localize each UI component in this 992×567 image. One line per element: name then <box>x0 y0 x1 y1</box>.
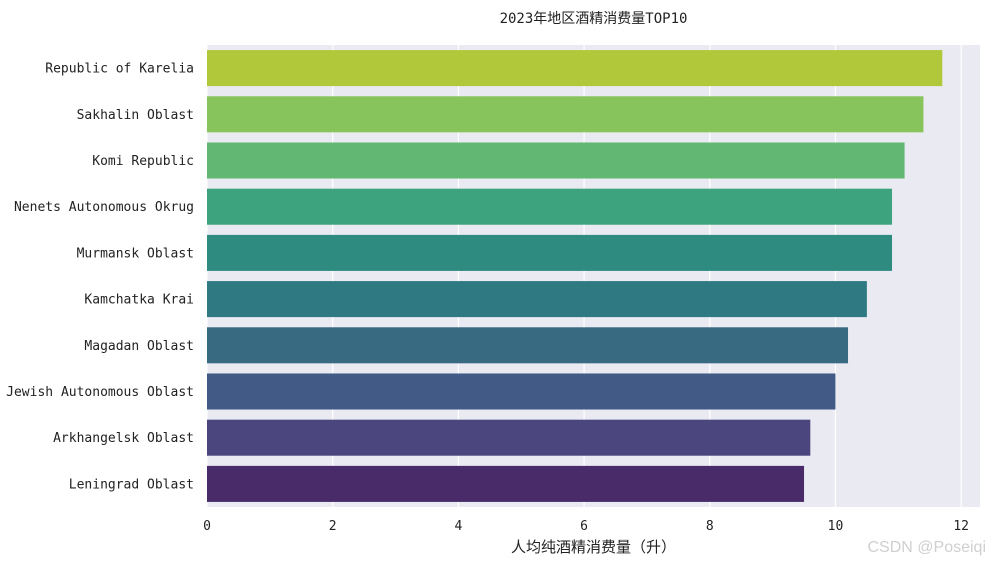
y-tick-label: Republic of Karelia <box>45 62 194 77</box>
y-tick-label: Leningrad Oblast <box>69 477 194 492</box>
bar <box>207 281 867 318</box>
x-tick-label: 6 <box>580 519 588 534</box>
y-tick-label: Sakhalin Oblast <box>77 108 194 123</box>
bar <box>207 188 893 225</box>
bar <box>207 327 849 364</box>
y-tick-label: Arkhangelsk Oblast <box>53 431 194 446</box>
bar <box>207 96 924 133</box>
bar <box>207 465 805 502</box>
x-axis-label: 人均纯酒精消费量（升） <box>511 538 676 556</box>
bar <box>207 373 836 410</box>
y-tick-label: Kamchatka Krai <box>84 293 194 308</box>
y-tick-label: Magadan Oblast <box>84 339 194 354</box>
x-tick-label: 10 <box>828 519 844 534</box>
y-tick-label: Murmansk Oblast <box>77 246 194 261</box>
bar <box>207 50 943 87</box>
bar <box>207 234 893 271</box>
y-tick-label: Jewish Autonomous Oblast <box>6 385 194 400</box>
chart-title: 2023年地区酒精消费量TOP10 <box>500 11 688 27</box>
y-tick-label: Nenets Autonomous Okrug <box>14 200 194 215</box>
x-tick-label: 2 <box>329 519 337 534</box>
x-tick-label: 12 <box>953 519 969 534</box>
x-tick-label: 4 <box>454 519 462 534</box>
bar <box>207 419 811 456</box>
watermark: CSDN @Poseiqi <box>867 539 987 556</box>
x-tick-label: 8 <box>706 519 714 534</box>
bar <box>207 142 905 179</box>
x-tick-label: 0 <box>203 519 211 534</box>
y-tick-label: Komi Republic <box>92 154 194 169</box>
